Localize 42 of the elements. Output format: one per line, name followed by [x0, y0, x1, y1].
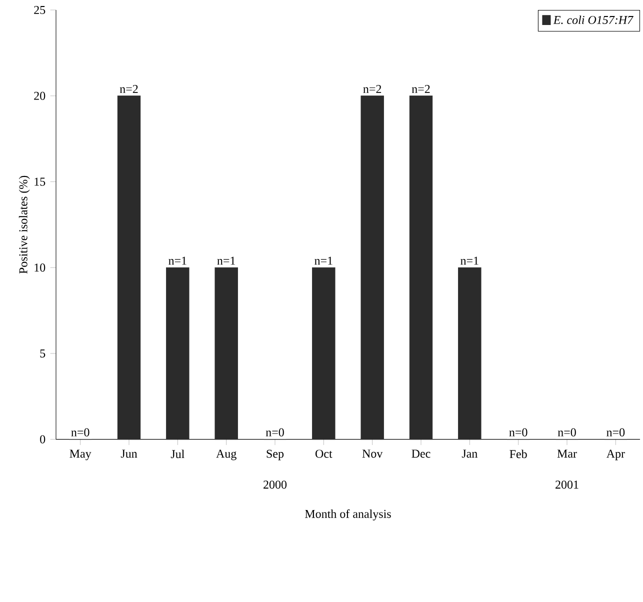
y-tick-label: 5 — [40, 349, 46, 358]
annotation: n=2 — [120, 84, 138, 93]
annotation: n=0 — [558, 428, 576, 436]
y-tick-label: 10 — [34, 264, 46, 272]
annotation: n=0 — [266, 428, 284, 436]
bar — [214, 267, 238, 440]
y-tick-label: 25 — [34, 6, 46, 14]
text: 2001 — [556, 480, 578, 489]
x-tick-label: Mar — [557, 450, 577, 458]
x-tick-label: Sep — [266, 450, 284, 460]
y-tick-label: 20 — [34, 92, 46, 100]
x-tick-label: Jan — [462, 450, 478, 458]
y-tick-label: 15 — [34, 178, 46, 186]
x-tick-label: Apr — [606, 450, 625, 460]
annotation: n=2 — [363, 84, 382, 93]
x-tick-label: Oct — [316, 450, 332, 458]
text: 2000 — [264, 480, 287, 489]
annotation: n=0 — [509, 428, 528, 436]
annotation: n=0 — [606, 428, 625, 436]
annotation: n=2 — [412, 84, 430, 93]
x-axis-title: Month of analysis — [305, 509, 391, 520]
annotation: n=1 — [217, 256, 236, 265]
x-tick-label: Aug — [216, 450, 236, 460]
bar — [360, 96, 384, 440]
x-tick-label: Nov — [362, 450, 383, 458]
x-tick-label: Feb — [510, 450, 527, 458]
y-axis-title: Positive isolates (%) — [18, 176, 30, 274]
x-tick-label: Jun — [120, 450, 138, 458]
annotation: n=1 — [314, 256, 332, 265]
bar — [458, 267, 482, 440]
annotation: n=0 — [71, 428, 90, 436]
y-tick-label: 0 — [40, 435, 46, 444]
legend-label: E. coli O157:H7 — [553, 16, 634, 24]
x-tick-label: Dec — [412, 450, 430, 458]
bar — [312, 267, 336, 440]
bar — [117, 96, 141, 440]
x-tick-label: Jul — [170, 450, 184, 458]
annotation: n=1 — [460, 256, 478, 265]
x-tick-label: May — [70, 450, 92, 460]
annotation: n=1 — [168, 256, 186, 265]
bar — [409, 96, 433, 440]
bar — [166, 267, 190, 440]
